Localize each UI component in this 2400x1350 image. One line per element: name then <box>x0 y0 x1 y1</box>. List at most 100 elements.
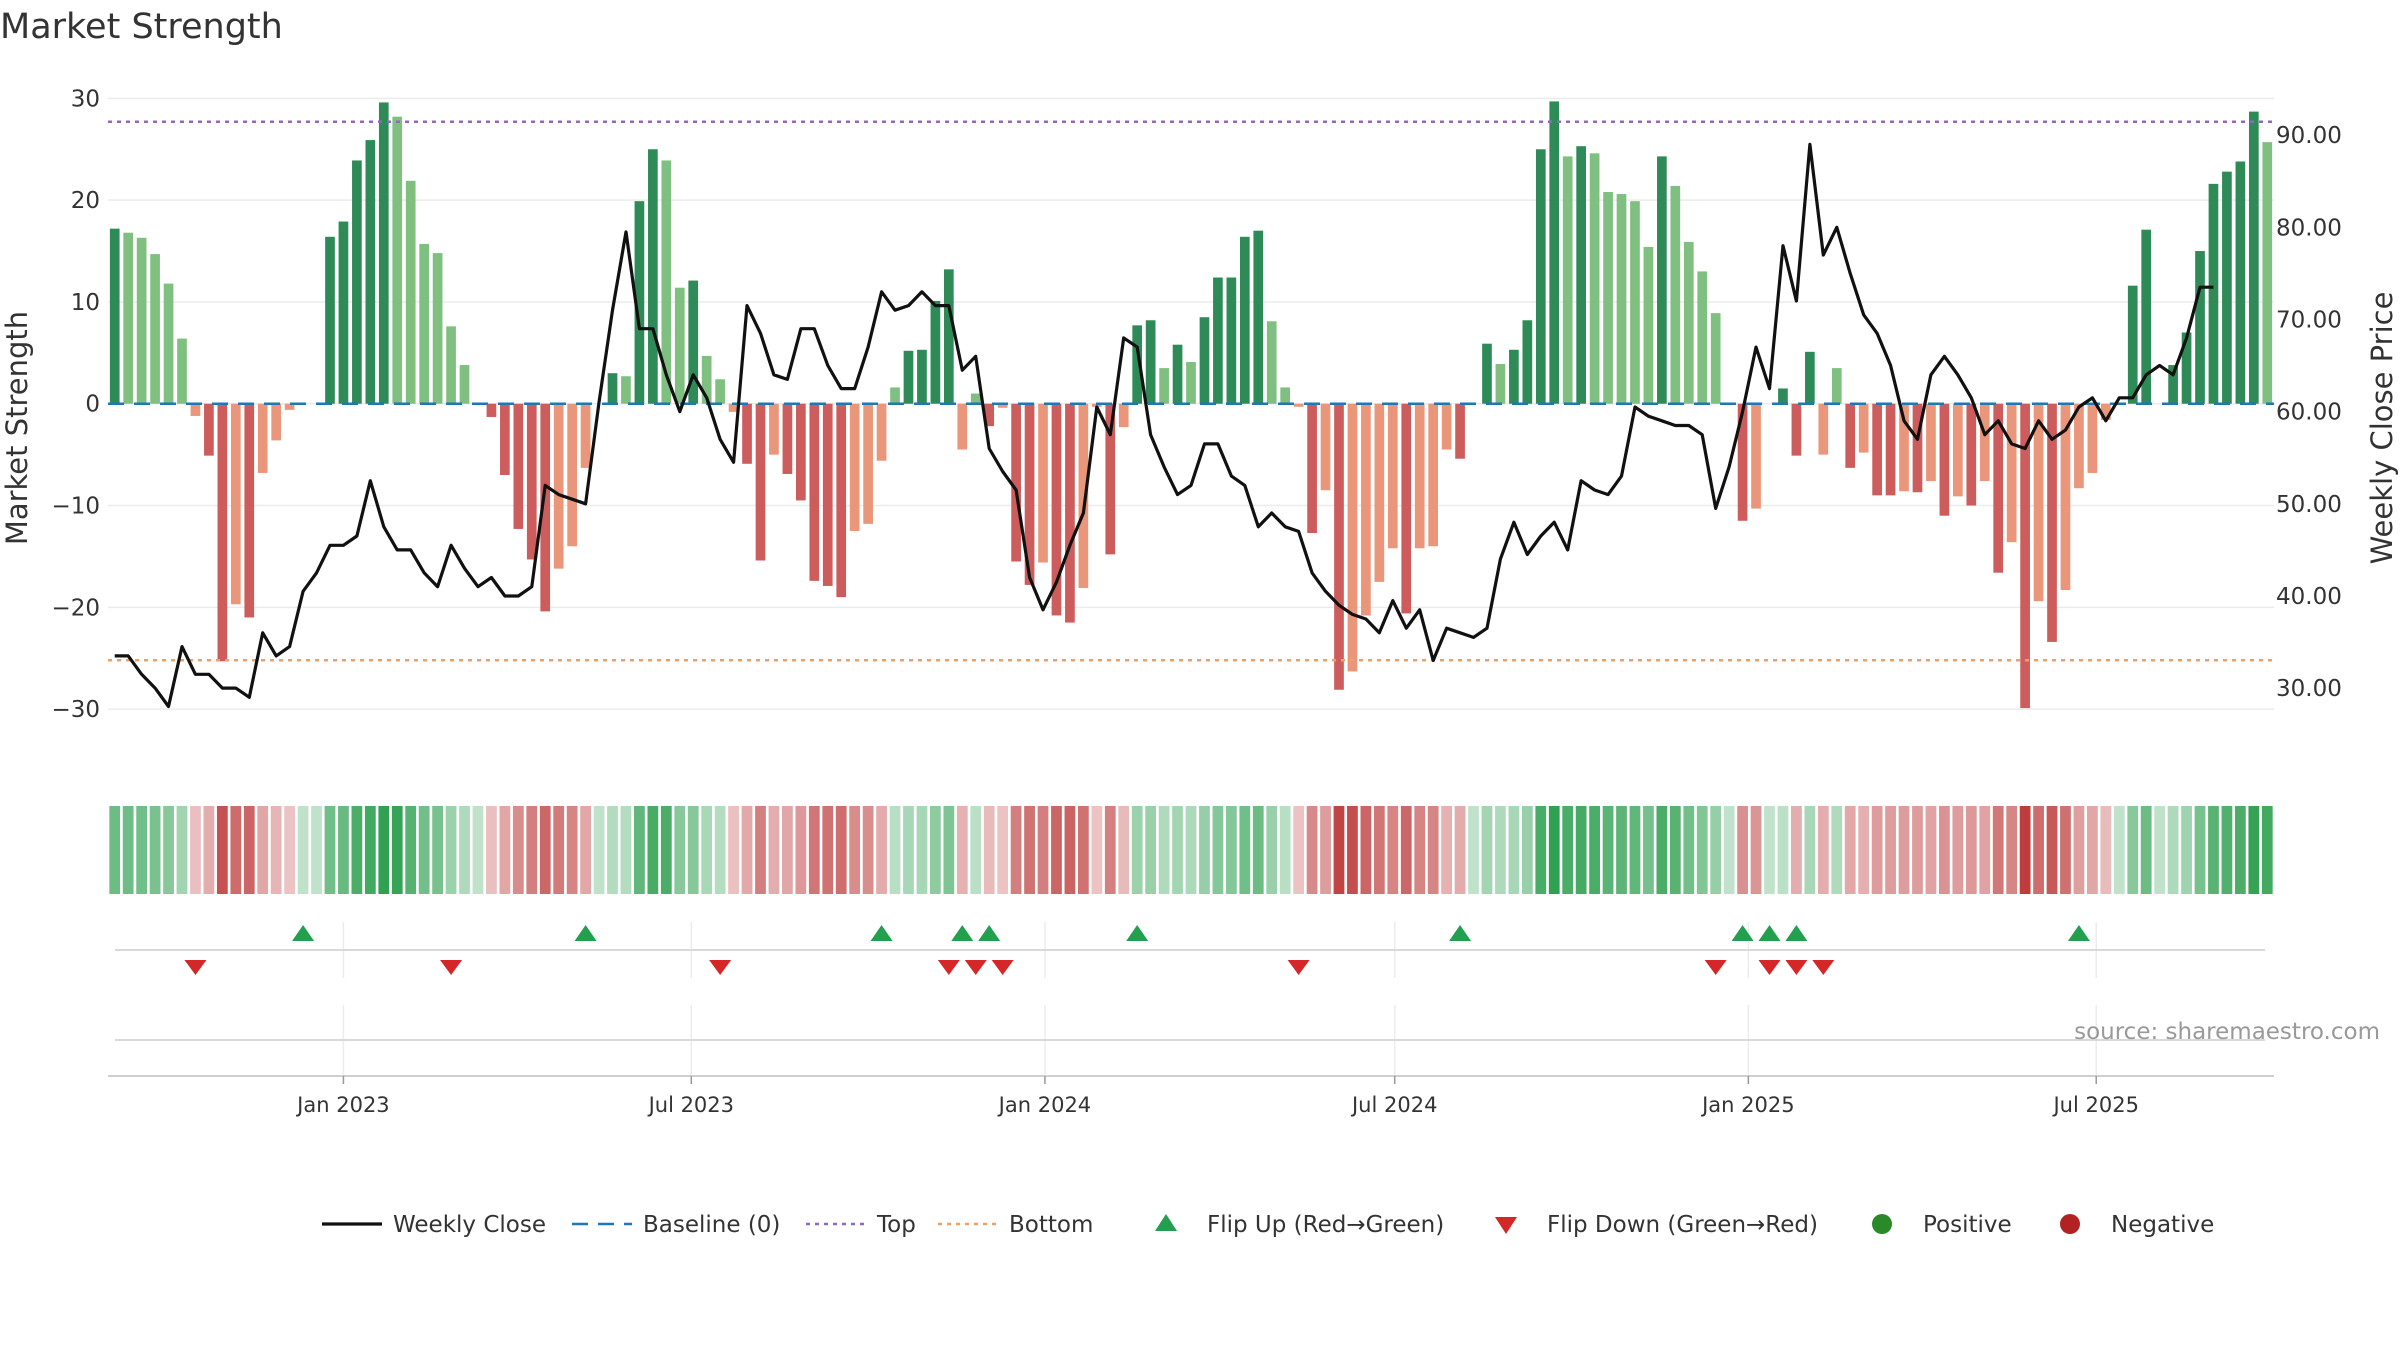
strength-bar <box>1791 403 1802 456</box>
legend-label: Baseline (0) <box>643 1212 780 1238</box>
strength-bar <box>1697 271 1708 404</box>
left-tick-label: 10 <box>71 290 100 316</box>
heat-cell <box>472 806 484 894</box>
strength-bar <box>1401 403 1412 614</box>
heat-cell <box>566 806 578 894</box>
heat-cell <box>1737 806 1748 894</box>
heat-cell <box>620 806 632 894</box>
strength-bar <box>648 149 658 404</box>
x-tick-label: Jan 2024 <box>997 1093 1092 1117</box>
flip-down-marker <box>991 960 1014 975</box>
heat-cell <box>1279 806 1291 894</box>
strength-bar <box>2222 171 2232 404</box>
flip-markers <box>115 925 2265 1041</box>
heat-cell <box>1952 806 1964 894</box>
heat-cell <box>1454 806 1466 894</box>
heat-cell <box>930 806 941 894</box>
heat-cell <box>270 806 282 894</box>
flip-up-marker <box>1126 925 1149 941</box>
heat-cell <box>741 806 753 894</box>
heat-cell <box>1710 806 1722 894</box>
strength-bar <box>2248 111 2259 404</box>
right-tick-label: 90.00 <box>2276 123 2342 149</box>
heat-cell <box>1939 806 1950 894</box>
legend-swatch-tri-down <box>1495 1217 1517 1234</box>
heat-cell <box>445 806 457 894</box>
x-tick-label: Jul 2025 <box>2051 1093 2138 1117</box>
strength-bar <box>1751 403 1761 509</box>
strength-bar <box>567 403 577 547</box>
heat-cell <box>755 806 766 894</box>
flip-up-marker <box>1785 925 1808 941</box>
heat-cell <box>768 806 780 894</box>
heat-cell <box>203 806 215 894</box>
strength-bar <box>1710 313 1721 404</box>
strength-bar <box>943 269 954 404</box>
heat-cell <box>862 806 874 894</box>
heat-cell <box>634 806 645 894</box>
heat-cell <box>1104 806 1116 894</box>
heat-cell <box>795 806 807 894</box>
heat-cell <box>1696 806 1708 894</box>
strength-bar <box>1818 403 1829 455</box>
heat-cell <box>122 806 134 894</box>
strength-bar <box>244 403 255 618</box>
heat-cell <box>997 806 1009 894</box>
strength-bar <box>1670 185 1681 404</box>
heat-cell <box>889 806 901 894</box>
strength-bar <box>1280 387 1291 404</box>
heat-cell <box>1441 806 1452 894</box>
heat-cell <box>216 806 228 894</box>
heat-cell <box>378 806 390 894</box>
heat-cell <box>956 806 968 894</box>
heat-cell <box>1427 806 1439 894</box>
legend-label: Negative <box>2111 1212 2214 1238</box>
flip-down-marker <box>1785 960 1808 975</box>
strength-bar <box>1939 403 1950 516</box>
heat-cell <box>1037 806 1049 894</box>
heat-cell <box>1629 806 1641 894</box>
strength-bar <box>1522 320 1533 404</box>
strength-bar <box>822 403 833 586</box>
heat-cell <box>109 806 121 894</box>
left-tick-label: 20 <box>71 188 100 214</box>
heat-cell <box>943 806 955 894</box>
axes: 30 20 10 0 −10 −20 −30 90.00 80.00 70.00 60.00 50.0… <box>51 86 2341 723</box>
heat-cell <box>324 806 336 894</box>
heat-cell <box>1535 806 1547 894</box>
right-tick-label: 80.00 <box>2276 215 2342 241</box>
heat-cell <box>257 806 269 894</box>
strength-bar <box>204 403 214 456</box>
strength-bar <box>849 403 860 531</box>
strength-bar <box>1024 403 1035 585</box>
strength-bar <box>2060 403 2071 591</box>
strength-bar <box>1132 325 1143 404</box>
strength-bar <box>2127 285 2138 404</box>
flip-up-marker <box>870 925 893 941</box>
strength-bar <box>1293 403 1304 407</box>
heat-cell <box>1252 806 1264 894</box>
strength-bar <box>1213 277 1223 404</box>
flip-up-marker <box>951 925 974 941</box>
strength-bar <box>271 403 282 441</box>
heat-cell <box>1589 806 1600 894</box>
flip-down-marker <box>1287 960 1310 975</box>
heat-cell <box>782 806 793 894</box>
grid <box>108 97 2274 1075</box>
heat-cell <box>714 806 726 894</box>
strength-bar <box>2020 403 2030 709</box>
strength-bar <box>230 403 241 605</box>
strength-bar <box>1926 403 1936 482</box>
strength-bar <box>1038 403 1048 563</box>
strength-bar <box>997 403 1008 408</box>
flip-down-marker <box>1812 960 1835 975</box>
heat-cell <box>2060 806 2071 894</box>
strength-bar <box>796 403 806 501</box>
legend-label: Weekly Close <box>393 1212 546 1238</box>
heat-cell <box>1979 806 1991 894</box>
strength-bar <box>2168 365 2178 404</box>
heat-cell <box>2194 806 2206 894</box>
heat-cell <box>512 806 524 894</box>
strength-bar <box>1118 403 1129 428</box>
heat-cell <box>1118 806 1130 894</box>
